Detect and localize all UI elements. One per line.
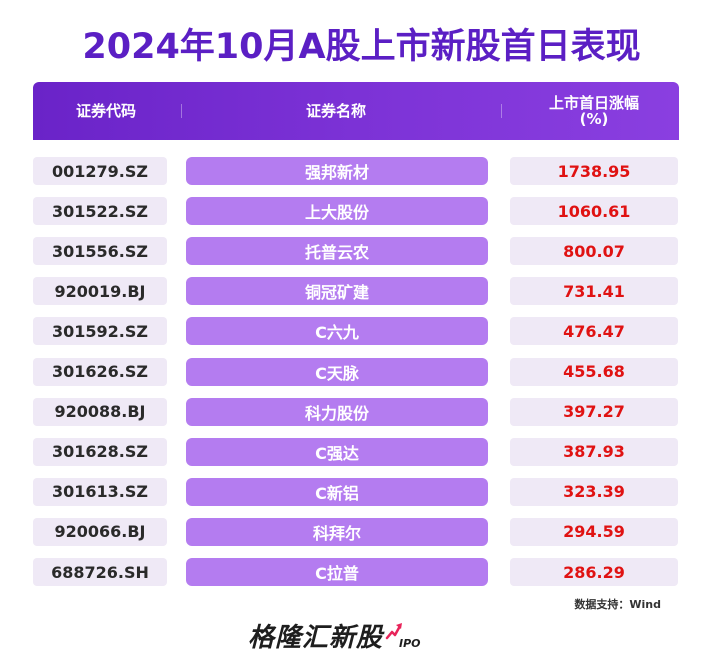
first-day-gain: 731.41	[510, 277, 678, 306]
header-name: 证券名称	[305, 102, 366, 120]
security-code: 301522.SZ	[33, 197, 167, 226]
security-code: 301613.SZ	[33, 477, 167, 506]
table-row: 301626.SZ C天脉 455.68	[0, 357, 723, 386]
table-row: 001279.SZ 强邦新材 1738.95	[0, 157, 723, 185]
first-day-gain: 397.27	[510, 397, 678, 426]
security-name: C拉普	[186, 558, 488, 586]
security-code: 301556.SZ	[33, 237, 167, 266]
security-name: 科力股份	[186, 397, 488, 426]
security-code: 301628.SZ	[33, 437, 167, 466]
page-title: 2024年10月A股上市新股首日表现	[82, 27, 641, 67]
table-row: 301522.SZ 上大股份 1060.61	[0, 197, 723, 226]
table-row: 301592.SZ C六九 476.47	[0, 317, 723, 346]
header-divider	[501, 104, 502, 118]
security-name: C强达	[186, 437, 488, 466]
table-row: 920066.BJ 科拜尔 294.59	[0, 517, 723, 546]
security-name: C天脉	[186, 357, 488, 386]
table-row: 301613.SZ C新铝 323.39	[0, 477, 723, 506]
first-day-gain: 800.07	[510, 237, 678, 266]
security-name: 上大股份	[186, 197, 488, 226]
security-code: 920066.BJ	[33, 517, 167, 546]
security-name: C新铝	[186, 477, 488, 506]
security-code: 688726.SH	[33, 558, 167, 586]
brand-logo: 格隆汇新股 IPO	[248, 614, 421, 654]
first-day-gain: 294.59	[510, 517, 678, 546]
first-day-gain: 476.47	[510, 317, 678, 346]
security-name: 托普云农	[186, 237, 488, 266]
table-row: 920088.BJ 科力股份 397.27	[0, 397, 723, 426]
header-pct: 上市首日涨幅 (%)	[509, 82, 679, 140]
first-day-gain: 1060.61	[510, 197, 678, 226]
security-code: 920088.BJ	[33, 397, 167, 426]
security-name: 科拜尔	[186, 517, 488, 546]
table-row: 301556.SZ 托普云农 800.07	[0, 237, 723, 266]
security-code: 920019.BJ	[33, 277, 167, 306]
security-name: C六九	[186, 317, 488, 346]
trend-arrow-icon	[385, 623, 403, 640]
first-day-gain: 387.93	[510, 437, 678, 466]
logo-text: 格隆汇新股	[248, 623, 384, 653]
security-name: 铜冠矿建	[186, 277, 488, 306]
table-row: 688726.SH C拉普 286.29	[0, 558, 723, 586]
security-code: 301592.SZ	[33, 317, 167, 346]
header-divider	[181, 104, 182, 118]
table-row: 920019.BJ 铜冠矿建 731.41	[0, 277, 723, 306]
first-day-gain: 286.29	[510, 558, 678, 586]
data-source: 数据支持：Wind	[574, 598, 661, 611]
first-day-gain: 455.68	[510, 357, 678, 386]
header-pct-unit: (%)	[579, 110, 609, 128]
header-code: 证券代码	[75, 102, 136, 120]
logo-ipo: IPO	[399, 637, 421, 650]
header-pct-label: 上市首日涨幅	[548, 94, 639, 112]
security-code: 001279.SZ	[33, 157, 167, 185]
table-row: 301628.SZ C强达 387.93	[0, 437, 723, 466]
first-day-gain: 323.39	[510, 477, 678, 506]
security-name: 强邦新材	[186, 157, 488, 185]
security-code: 301626.SZ	[33, 357, 167, 386]
first-day-gain: 1738.95	[510, 157, 678, 185]
table-header: 证券代码 证券名称 上市首日涨幅 (%)	[33, 82, 679, 140]
